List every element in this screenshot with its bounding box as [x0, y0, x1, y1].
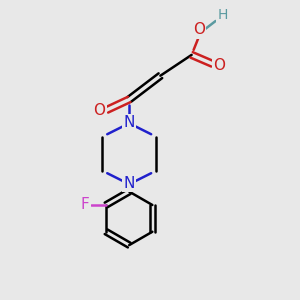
- Text: N: N: [124, 115, 135, 130]
- Text: O: O: [193, 22, 205, 37]
- Text: H: H: [218, 8, 228, 22]
- Text: N: N: [124, 176, 135, 191]
- Text: F: F: [81, 197, 90, 212]
- Text: O: O: [213, 58, 225, 73]
- Text: O: O: [94, 103, 106, 118]
